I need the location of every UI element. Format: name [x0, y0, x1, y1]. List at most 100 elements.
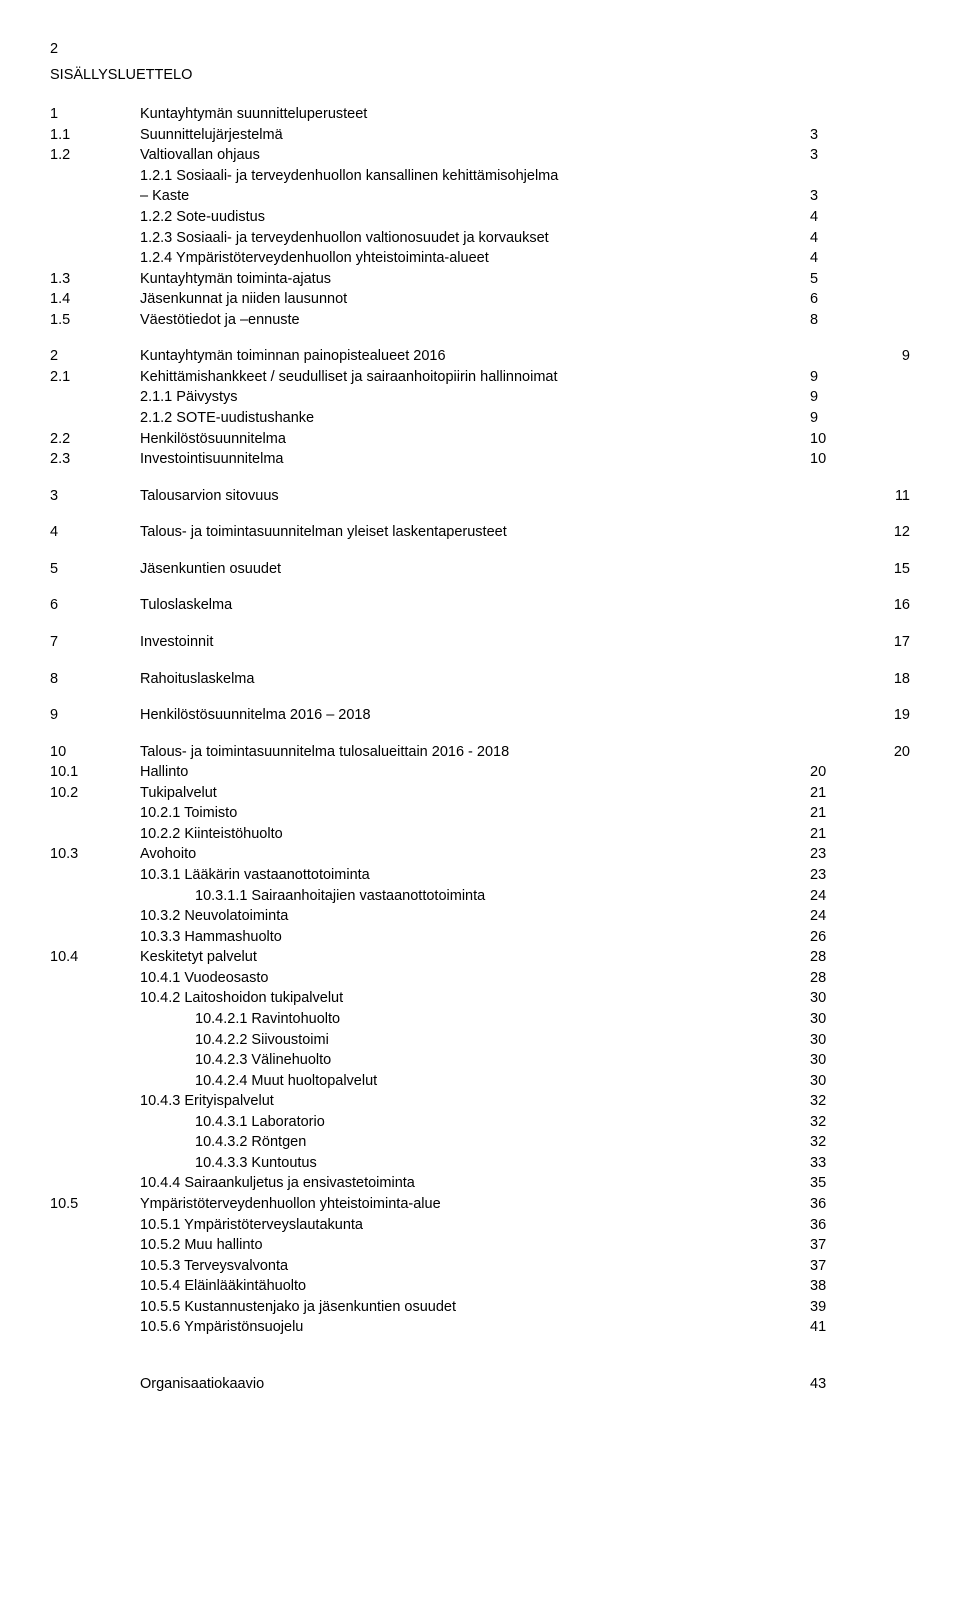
toc-number: [50, 1113, 140, 1133]
toc-row: 1.2.3 Sosiaali- ja terveydenhuollon valt…: [50, 229, 910, 249]
toc-number: [50, 928, 140, 948]
toc-number: [50, 167, 140, 187]
toc-page-outer: [860, 763, 910, 783]
toc-page-outer: [860, 969, 910, 989]
toc-row: 1.2.4 Ympäristöterveydenhuollon yhteisto…: [50, 249, 910, 269]
toc-row: 2.1.2 SOTE-uudistushanke9: [50, 409, 910, 429]
toc-number: [50, 249, 140, 269]
toc-page-outer: [860, 845, 910, 865]
toc-page-outer: [860, 388, 910, 408]
toc-label: Kuntayhtymän toiminta-ajatus: [140, 270, 810, 290]
toc-label: Kuntayhtymän suunnitteluperusteet: [140, 105, 810, 125]
toc-page-inner: 28: [810, 948, 860, 968]
toc-number: [50, 229, 140, 249]
toc-page-inner: 21: [810, 825, 860, 845]
toc-page-outer: [860, 989, 910, 1009]
toc-page-inner: 36: [810, 1195, 860, 1215]
footer-row: Organisaatiokaavio 43: [50, 1375, 910, 1395]
toc-number: [50, 388, 140, 408]
toc-row: 1.2Valtiovallan ohjaus3: [50, 146, 910, 166]
toc-page-inner: 8: [810, 311, 860, 331]
toc-page-inner: 36: [810, 1216, 860, 1236]
toc-row: 1.3Kuntayhtymän toiminta-ajatus5: [50, 270, 910, 290]
doc-title: SISÄLLYSLUETTELO: [50, 66, 910, 86]
toc-row: 1.5Väestötiedot ja –ennuste8: [50, 311, 910, 331]
toc-number: 10.4: [50, 948, 140, 968]
toc-row: 10Talous- ja toimintasuunnitelma tulosal…: [50, 743, 910, 763]
toc-number: 10: [50, 743, 140, 763]
toc-row: 10.4.1 Vuodeosasto28: [50, 969, 910, 989]
toc-label: 2.1.1 Päivystys: [140, 388, 810, 408]
toc-number: [50, 1277, 140, 1297]
toc-row: 2.1.1 Päivystys9: [50, 388, 910, 408]
toc-number: 1.3: [50, 270, 140, 290]
toc-number: 4: [50, 523, 140, 543]
toc-page-outer: [860, 887, 910, 907]
toc-row: 3Talousarvion sitovuus11: [50, 487, 910, 507]
toc-label: Suunnittelujärjestelmä: [140, 126, 810, 146]
toc-label: 10.4.2.4 Muut huoltopalvelut: [140, 1072, 810, 1092]
toc-label: 2.1.2 SOTE-uudistushanke: [140, 409, 810, 429]
toc-page-outer: [860, 187, 910, 207]
toc-label: 10.2.1 Toimisto: [140, 804, 810, 824]
toc-label: 10.4.2 Laitoshoidon tukipalvelut: [140, 989, 810, 1009]
toc-row: 10.5Ympäristöterveydenhuollon yhteistoim…: [50, 1195, 910, 1215]
toc-page-inner: 9: [810, 409, 860, 429]
toc-label: 1.2.3 Sosiaali- ja terveydenhuollon valt…: [140, 229, 810, 249]
toc-page-outer: 16: [860, 596, 910, 616]
toc-row: 10.3.1 Lääkärin vastaanottotoiminta23: [50, 866, 910, 886]
toc-page-inner: 9: [810, 388, 860, 408]
toc-page-outer: [860, 105, 910, 125]
toc-page-outer: [860, 1072, 910, 1092]
toc-page-outer: [860, 825, 910, 845]
toc-row: – Kaste3: [50, 187, 910, 207]
toc-page-outer: [860, 1277, 910, 1297]
toc-row: 10.4.2.4 Muut huoltopalvelut30: [50, 1072, 910, 1092]
toc-number: [50, 989, 140, 1009]
toc-page-inner: [810, 633, 860, 653]
toc-page-outer: 15: [860, 560, 910, 580]
toc-page-inner: 24: [810, 907, 860, 927]
toc-page-inner: 4: [810, 249, 860, 269]
toc-page-inner: 3: [810, 146, 860, 166]
toc-label: Valtiovallan ohjaus: [140, 146, 810, 166]
toc-page-inner: 30: [810, 1051, 860, 1071]
toc-label: 10.5.1 Ympäristöterveyslautakunta: [140, 1216, 810, 1236]
toc-label: Hallinto: [140, 763, 810, 783]
toc-page-inner: 32: [810, 1092, 860, 1112]
toc-page-inner: 38: [810, 1277, 860, 1297]
toc-label: Kehittämishankkeet / seudulliset ja sair…: [140, 368, 810, 388]
toc-label: Ympäristöterveydenhuollon yhteistoiminta…: [140, 1195, 810, 1215]
toc-number: [50, 409, 140, 429]
toc-number: [50, 1031, 140, 1051]
toc-row: 10.1Hallinto20: [50, 763, 910, 783]
toc-page-inner: [810, 670, 860, 690]
toc-page-outer: [860, 290, 910, 310]
toc-page-inner: [810, 487, 860, 507]
toc-number: 8: [50, 670, 140, 690]
toc-label: 10.3.2 Neuvolatoiminta: [140, 907, 810, 927]
toc-page-outer: 12: [860, 523, 910, 543]
toc-label: Jäsenkuntien osuudet: [140, 560, 810, 580]
toc-page-inner: 30: [810, 989, 860, 1009]
toc-label: 10.5.5 Kustannustenjako ja jäsenkuntien …: [140, 1298, 810, 1318]
toc-page-inner: 32: [810, 1133, 860, 1153]
toc-page-outer: 11: [860, 487, 910, 507]
toc-row: 5Jäsenkuntien osuudet 15: [50, 560, 910, 580]
toc-label: Tuloslaskelma: [140, 596, 810, 616]
toc-number: 5: [50, 560, 140, 580]
toc-number: 1.2: [50, 146, 140, 166]
toc-row: 10.4.4 Sairaankuljetus ja ensivastetoimi…: [50, 1174, 910, 1194]
toc-page-inner: 10: [810, 450, 860, 470]
toc-row: 10.4.3.3 Kuntoutus33: [50, 1154, 910, 1174]
toc-number: 10.5: [50, 1195, 140, 1215]
toc-page-inner: 37: [810, 1257, 860, 1277]
toc-row: 10.4.3.1 Laboratorio32: [50, 1113, 910, 1133]
toc-number: 2: [50, 347, 140, 367]
toc-page-outer: [860, 804, 910, 824]
toc-page-inner: [810, 167, 860, 187]
toc-page-outer: [860, 1318, 910, 1338]
toc-label: Talous- ja toimintasuunnitelman yleiset …: [140, 523, 810, 543]
toc-page-inner: 33: [810, 1154, 860, 1174]
toc-number: 10.2: [50, 784, 140, 804]
